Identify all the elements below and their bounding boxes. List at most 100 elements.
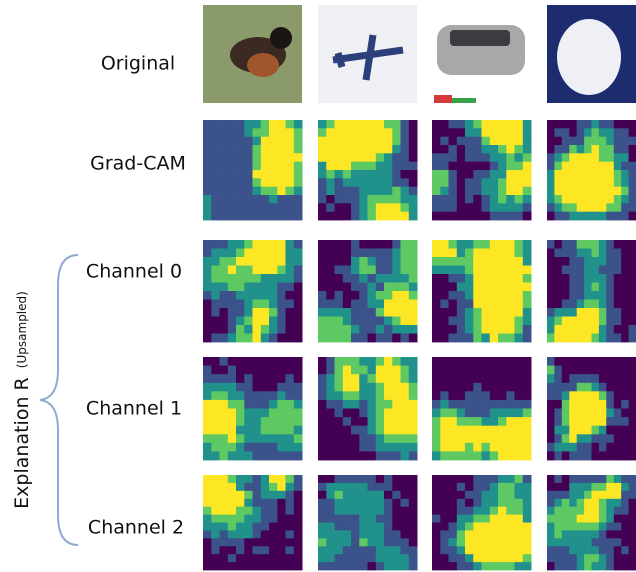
heatmap-cell [506, 195, 515, 204]
heatmap-cell [359, 442, 368, 452]
heatmap-cell [489, 425, 499, 435]
heatmap-cell [448, 257, 458, 266]
heatmap-cell [584, 282, 592, 292]
heatmap-cell [285, 257, 295, 266]
heatmap-cell [514, 514, 524, 523]
heatmap-cell [400, 120, 410, 129]
heatmap-cell [448, 274, 458, 283]
heatmap-cell [244, 170, 253, 179]
heatmap-cell [591, 274, 600, 283]
heatmap-cell [408, 186, 418, 196]
heatmap-cell [547, 291, 555, 300]
heatmap-cell [456, 442, 466, 452]
heatmap-cell [506, 434, 515, 444]
heatmap-cell [260, 257, 270, 266]
heatmap-cell [293, 374, 303, 384]
heatmap-cell [489, 399, 499, 409]
heatmap-cell [252, 522, 262, 531]
heatmap-cell [285, 240, 295, 249]
heatmap-cell [448, 316, 458, 326]
heatmap-cell [613, 153, 622, 162]
heatmap-cell [342, 274, 352, 283]
heatmap-cell [400, 399, 410, 409]
heatmap-cell [384, 399, 393, 409]
heatmap-cell [236, 506, 245, 515]
heatmap-cell [252, 265, 262, 275]
heatmap-cell [384, 274, 393, 283]
heatmap-cell [621, 153, 629, 162]
heatmap-cell [598, 195, 607, 204]
heatmap-cell [440, 299, 449, 309]
heatmap-cell [628, 554, 636, 563]
heatmap-cell [576, 451, 585, 461]
heatmap-cell [252, 408, 262, 418]
heatmap-cell [598, 365, 607, 375]
heatmap-cell [211, 522, 220, 531]
heatmap-cell [561, 333, 570, 343]
heatmap-cell [481, 186, 491, 196]
heatmap-cell [498, 382, 507, 392]
heatmap-cell [448, 299, 458, 309]
heatmap-cell [293, 538, 303, 547]
heatmap-cell [334, 417, 344, 427]
heatmap-cell [440, 357, 449, 366]
heatmap-cell [318, 382, 327, 392]
heatmap-cell [440, 333, 449, 343]
heatmap-cell [260, 530, 270, 539]
heatmap-cell [584, 153, 592, 162]
heatmap-cell [613, 333, 622, 343]
heatmap-cell [621, 374, 629, 384]
heatmap-cell [285, 136, 295, 146]
heatmap-cell [473, 554, 482, 563]
heatmap-cell [375, 554, 385, 563]
heatmap-cell [465, 451, 474, 461]
heatmap-cell [260, 522, 270, 531]
heatmap-cell [244, 490, 253, 500]
heatmap-cell [473, 490, 482, 500]
heatmap-cell [506, 530, 515, 539]
heatmap-cell [522, 357, 532, 366]
heatmap-cell [252, 498, 262, 508]
heatmap-cell [400, 442, 410, 452]
heatmap-cell [448, 538, 458, 547]
heatmap-cell [392, 391, 401, 401]
heatmap-cell [219, 282, 229, 292]
heatmap-cell [285, 211, 295, 221]
heatmap-cell [252, 170, 262, 179]
heatmap-cell [514, 274, 524, 283]
heatmap-cell [342, 451, 352, 461]
heatmap-cell [489, 240, 499, 249]
heatmap-cell [598, 391, 607, 401]
heatmap-cell [440, 538, 449, 547]
heatmap-cell [440, 490, 449, 500]
heatmap-cell [375, 442, 385, 452]
heatmap-cell [260, 145, 270, 154]
heatmap-cell [400, 530, 410, 539]
heatmap-cell [432, 475, 441, 484]
heatmap-cell [489, 178, 499, 187]
heatmap-cell [561, 506, 570, 515]
heatmap-cell [591, 399, 600, 409]
heatmap-cell [554, 490, 563, 500]
heatmap-cell [236, 408, 245, 418]
heatmap-cell [606, 136, 615, 146]
heatmap-cell [293, 120, 303, 129]
heatmap-cell [351, 195, 360, 204]
heatmap-cell [547, 325, 555, 334]
heatmap-cell [621, 482, 629, 492]
heatmap-cell [621, 186, 629, 196]
heatmap-cell [244, 211, 253, 221]
heatmap-cell [326, 482, 335, 492]
heatmap-cell [613, 136, 622, 146]
heatmap-cell [384, 170, 393, 179]
heatmap-cell [293, 325, 303, 334]
heatmap-cell [252, 308, 262, 317]
heatmap-cell [277, 195, 286, 204]
heatmap-cell [269, 391, 278, 401]
heatmap-cell [554, 482, 563, 492]
heatmap-cell [326, 475, 335, 484]
heatmap-cell [598, 170, 607, 179]
row-label: Channel 0 [86, 261, 182, 283]
heatmap-cell [498, 490, 507, 500]
heatmap-cell [244, 391, 253, 401]
